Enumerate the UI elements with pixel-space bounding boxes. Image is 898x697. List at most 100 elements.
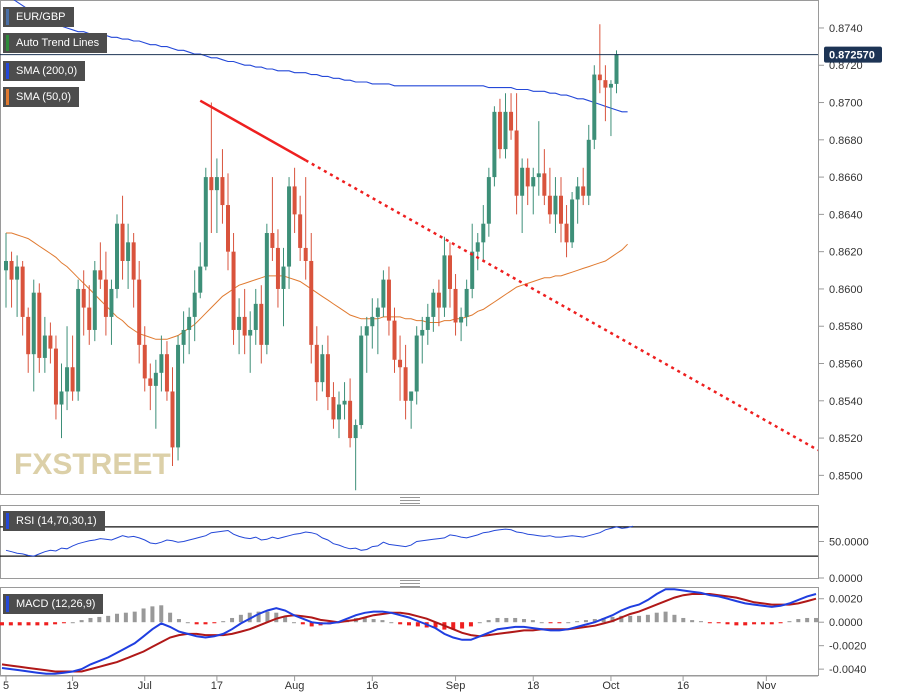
candle (248, 311, 253, 373)
macd-histogram-bar (362, 617, 367, 623)
legend-rsi-label: RSI (14,70,30,1) (16, 515, 97, 527)
macd-histogram-bar (185, 622, 190, 624)
swatch-trend (6, 35, 9, 51)
candle (292, 167, 297, 234)
candle (31, 279, 36, 392)
candle-body (420, 329, 425, 336)
candle-body (192, 292, 197, 317)
candle (137, 260, 142, 364)
candle (575, 177, 580, 224)
candle (126, 223, 131, 289)
candle-body (115, 223, 119, 289)
macd-histogram-bar (601, 617, 606, 623)
candle-body (364, 326, 369, 336)
macd-histogram-bar (672, 614, 677, 623)
price-tick-label: 0.8520 (829, 433, 863, 445)
candle-body (81, 288, 86, 308)
macd-histogram-bar (26, 622, 31, 626)
candle-body (76, 288, 81, 392)
candle-body (481, 223, 486, 243)
macd-histogram-bar (707, 622, 712, 624)
macd-histogram-bar (628, 615, 633, 623)
macd-histogram-bar (88, 617, 93, 623)
candle (115, 214, 119, 299)
x-tick-label: 18 (527, 680, 539, 692)
candle-body (559, 195, 563, 224)
candle-body (459, 316, 464, 323)
macd-histogram-bar (468, 622, 473, 627)
candle-body (109, 288, 114, 317)
macd-histogram-bar (495, 617, 500, 623)
candle (259, 285, 264, 364)
candle-body (170, 391, 175, 448)
candle-body (464, 288, 469, 317)
watermark-logo: FXSTREET (14, 448, 171, 481)
candle (264, 223, 269, 355)
candle (536, 121, 541, 196)
candle (48, 322, 53, 364)
candle-body (608, 83, 613, 88)
price-tick-label: 0.8560 (829, 359, 863, 371)
candle-body (20, 266, 25, 317)
candle (9, 251, 14, 308)
candle (237, 298, 242, 355)
macd-histogram-bar (743, 622, 748, 626)
macd-histogram-bar (619, 615, 624, 623)
macd-histogram-bar (309, 622, 314, 627)
legend-sma200-label: SMA (200,0) (16, 65, 78, 77)
macd-histogram-bar (389, 622, 394, 624)
macd-histogram-bar (238, 614, 243, 623)
legend-rsi[interactable]: RSI (14,70,30,1) (3, 511, 105, 531)
candle-body (187, 316, 192, 330)
candle (187, 307, 192, 355)
candle (342, 382, 347, 420)
candle (442, 236, 447, 317)
macd-pane-frame (0, 587, 819, 676)
macd-histogram-bar (283, 616, 288, 623)
macd-histogram-bar (637, 615, 642, 623)
macd-histogram-bar (566, 622, 571, 624)
candle-body (520, 167, 525, 196)
candle-body (597, 74, 602, 81)
current-price-label: 0.872570 (829, 50, 875, 62)
candle-body (497, 111, 502, 150)
candle (492, 106, 497, 187)
macd-histogram-bar (681, 617, 686, 623)
legend-sma50[interactable]: SMA (50,0) (3, 87, 80, 107)
candle (592, 65, 597, 150)
candle (220, 149, 225, 224)
pane-resize-handle-rsi[interactable] (400, 497, 420, 504)
legend-symbol[interactable]: EUR/GBP (3, 7, 74, 27)
macd-histogram-bar (698, 621, 703, 623)
macd-histogram-bar (610, 616, 615, 623)
candle-body (570, 199, 575, 243)
macd-histogram-bar (53, 622, 58, 625)
legend-sma200[interactable]: SMA (200,0) (3, 61, 86, 81)
macd-histogram-bar (194, 622, 199, 625)
candle (486, 167, 491, 237)
candle (398, 335, 403, 401)
candle-body (359, 335, 364, 426)
pane-resize-handle-macd[interactable] (400, 580, 420, 587)
candle (15, 255, 20, 317)
candle-body (314, 344, 319, 383)
sma50-line (6, 232, 628, 340)
macd-tick-label: -0.0020 (829, 641, 866, 653)
candle-body (470, 251, 475, 289)
legend-macd[interactable]: MACD (12,26,9) (3, 594, 104, 614)
candle (325, 335, 330, 411)
candle (42, 316, 47, 373)
candle (226, 173, 230, 271)
candle-body (453, 288, 458, 323)
candle-body (126, 242, 131, 261)
candle (275, 229, 280, 308)
candle-body (4, 260, 8, 271)
rsi-line (5, 525, 634, 557)
price-tick-label: 0.8660 (829, 172, 863, 184)
macd-histogram-bar (380, 620, 385, 623)
macd-histogram-bar (486, 620, 491, 623)
candle (53, 335, 58, 420)
legend-trend-lines[interactable]: Auto Trend Lines (3, 33, 108, 53)
candle (164, 341, 169, 401)
macd-histogram-bar (663, 611, 668, 623)
